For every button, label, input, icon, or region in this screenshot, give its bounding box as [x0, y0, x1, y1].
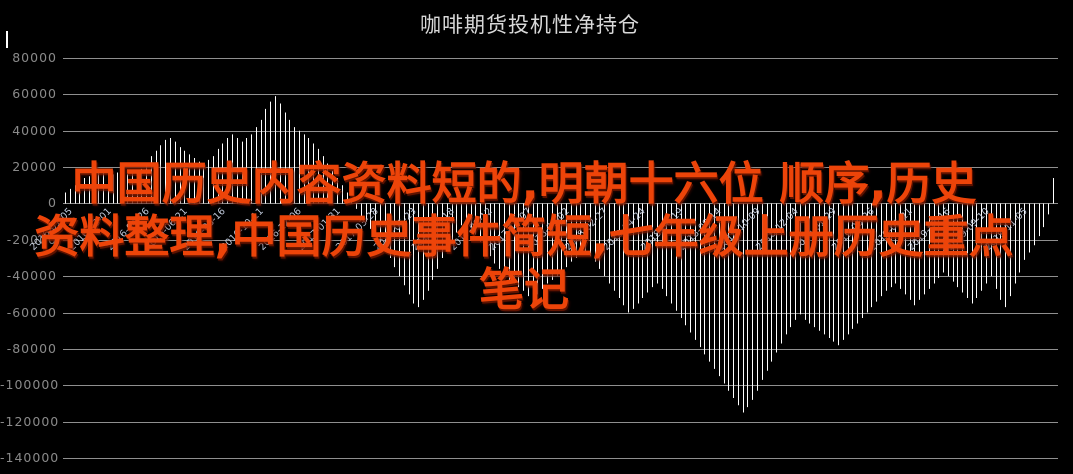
watermark-line: 中国历史内容资料短的,明朝十六位 顺序,历史	[71, 157, 977, 210]
y-tick-label: 0	[48, 195, 57, 210]
gridline	[63, 458, 1058, 459]
bars-svg	[65, 96, 1054, 413]
chart-title: 咖啡期货投机性净持仓	[420, 13, 640, 37]
gridline	[63, 131, 1058, 132]
y-tick-label: -100000	[0, 377, 60, 392]
left-edge-mark	[6, 31, 8, 48]
y-tick-label: 20000	[12, 159, 57, 174]
gridline	[63, 385, 1058, 386]
y-tick-label: -60000	[6, 305, 57, 320]
y-tick-label: -40000	[6, 268, 57, 283]
watermark-line: 资料整理,中国历史事件简短,七年级上册历史重点	[34, 210, 1014, 263]
gridline	[63, 313, 1058, 314]
y-tick-label: 40000	[12, 123, 57, 138]
watermark-line: 笔记	[478, 263, 569, 316]
gridline	[63, 203, 1058, 204]
y-tick-label: 80000	[12, 50, 57, 65]
gridline	[63, 276, 1058, 277]
gridline	[63, 240, 1058, 241]
watermark-overlay: 中国历史内容资料短的,明朝十六位 顺序,历史 资料整理,中国历史事件简短,七年级上…	[18, 157, 1030, 316]
gridline	[63, 422, 1058, 423]
gridline	[63, 349, 1058, 350]
y-tick-label: -140000	[0, 450, 60, 465]
y-tick-label: -80000	[6, 341, 57, 356]
y-tick-label: 60000	[12, 86, 57, 101]
y-tick-label: -20000	[6, 232, 57, 247]
y-tick-label: -120000	[0, 414, 60, 429]
gridline	[63, 58, 1058, 59]
gridline	[63, 94, 1058, 95]
gridline	[63, 167, 1058, 168]
